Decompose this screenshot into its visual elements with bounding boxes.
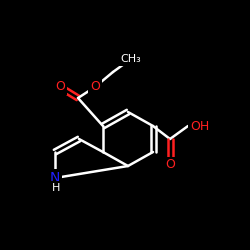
Text: H: H [52, 183, 60, 193]
Text: N: N [50, 171, 60, 185]
Text: O: O [55, 80, 65, 94]
Text: OH: OH [190, 120, 209, 132]
Text: O: O [165, 158, 175, 172]
Text: CH₃: CH₃ [120, 54, 142, 64]
Text: O: O [90, 80, 100, 92]
